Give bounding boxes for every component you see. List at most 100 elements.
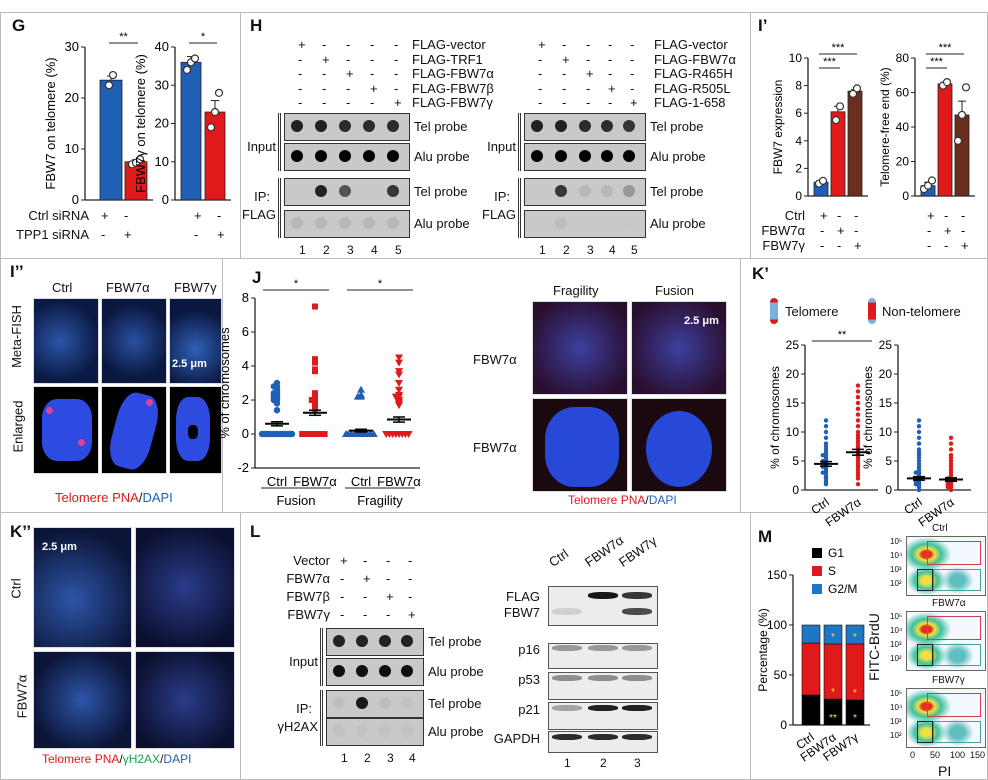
data-point <box>961 83 971 92</box>
group-label: Fragility <box>357 493 403 508</box>
panel-label-i-prime: I’ <box>758 16 768 35</box>
condition-sign: - <box>363 589 368 604</box>
data-point <box>948 453 954 458</box>
blot-dot <box>579 120 591 132</box>
dot-blot-strip <box>326 718 424 746</box>
condition-sign: + <box>608 80 616 96</box>
condition-sign: - <box>363 553 368 568</box>
k2-ctrl-metaphase-image: 2.5 μm <box>33 527 132 648</box>
data-point <box>273 400 281 407</box>
blot-dot <box>601 217 613 229</box>
western-band <box>552 645 582 651</box>
bracket-ip <box>518 178 521 238</box>
y-tick-label: 20 <box>896 155 910 169</box>
probe-label: Tel probe <box>428 696 482 711</box>
x-tick-label: Ctrl <box>267 474 287 489</box>
lane-number: 3 <box>347 243 354 257</box>
y-tick-label: 25 <box>786 338 800 352</box>
blot-dot <box>333 665 345 677</box>
stacked-segment-g2m <box>801 624 821 644</box>
condition-sign: - <box>346 80 351 96</box>
flow-gate-g1 <box>917 721 933 743</box>
blot-dot <box>401 697 413 709</box>
data-point <box>948 483 954 488</box>
flow-gate-s-phase <box>927 616 981 640</box>
western-band <box>588 705 618 711</box>
condition-sign: + <box>322 51 330 67</box>
significance-label: * <box>378 278 383 290</box>
western-row-label: FLAG <box>506 589 540 604</box>
i2-col-label: FBW7γ <box>174 280 217 295</box>
group-label-ip: IP: <box>494 189 510 204</box>
panel-label-j: J <box>252 268 262 287</box>
panel-label-i-double-prime: I’’ <box>10 262 24 281</box>
y-tick-label: 0 <box>902 189 909 203</box>
bar <box>830 111 846 197</box>
y-tick-label: 15 <box>786 396 800 410</box>
y-tick-label: 20 <box>65 90 79 105</box>
data-point <box>855 463 861 468</box>
condition-sign: - <box>394 66 399 81</box>
bracket-ip <box>320 690 323 746</box>
blot-dot <box>623 120 635 132</box>
probe-label: Tel probe <box>650 119 704 134</box>
condition-label: FLAG-R465H <box>654 66 733 81</box>
data-point <box>273 395 281 402</box>
data-point <box>395 354 403 362</box>
i2-col-label: FBW7α <box>106 280 150 295</box>
i-prime-row-label: FBW7γ <box>762 238 805 253</box>
condition-label: Vector <box>293 553 330 568</box>
data-point <box>855 400 861 406</box>
data-point <box>848 89 858 98</box>
condition-sign: - <box>340 589 345 604</box>
k2-ctrl-enlarged-image <box>135 527 235 648</box>
data-point <box>823 418 829 423</box>
data-point <box>273 407 281 414</box>
condition-sign: + <box>927 208 935 223</box>
data-point <box>855 383 861 388</box>
western-band <box>588 645 618 651</box>
data-point <box>312 356 318 363</box>
condition-sign: - <box>340 571 345 586</box>
data-point <box>942 78 952 87</box>
stacked-segment-g2m <box>845 624 865 645</box>
data-point <box>357 390 365 398</box>
blot-dot <box>555 150 567 162</box>
group-label-ip-target: γH2AX <box>277 719 318 734</box>
data-point <box>312 359 318 366</box>
western-row-label: p21 <box>518 702 540 717</box>
condition-sign: - <box>586 80 591 96</box>
blot-dot <box>379 635 391 647</box>
j-fragility-metaphase-image <box>532 301 628 395</box>
group-label-input: Input <box>289 654 318 669</box>
i2-col-label: Ctrl <box>52 280 73 295</box>
western-row-label: GAPDH <box>493 731 540 746</box>
data-point <box>855 395 861 400</box>
significance-label: *** <box>832 42 846 54</box>
dot-blot-strip <box>284 113 410 141</box>
y-axis-label: % of chromosomes <box>861 366 875 469</box>
data-point <box>916 441 922 446</box>
blot-dot <box>315 217 327 229</box>
condition-sign: - <box>944 208 949 223</box>
blot-dot <box>291 185 303 197</box>
flow-y-tick: 10⁴ <box>890 551 903 560</box>
flow-x-axis-label: PI <box>938 763 952 779</box>
condition-sign: - <box>394 37 399 52</box>
data-point <box>305 431 312 437</box>
dot-blot-strip <box>524 210 646 238</box>
lane-number: 4 <box>609 243 616 257</box>
lane-number: 1 <box>564 756 571 770</box>
dot-blot-strip <box>284 143 410 171</box>
flow-gate-s-phase <box>927 541 981 565</box>
probe-label: Alu probe <box>428 664 484 679</box>
caption-telomere-pna: Telomere PNA <box>568 493 646 507</box>
data-point <box>312 366 318 373</box>
data-point <box>315 431 322 437</box>
condition-sign: - <box>562 80 567 96</box>
x-tick-label: FBW7α <box>916 495 957 530</box>
blot-dot <box>291 150 303 162</box>
data-point <box>395 380 403 387</box>
group-label: Fusion <box>276 493 315 508</box>
